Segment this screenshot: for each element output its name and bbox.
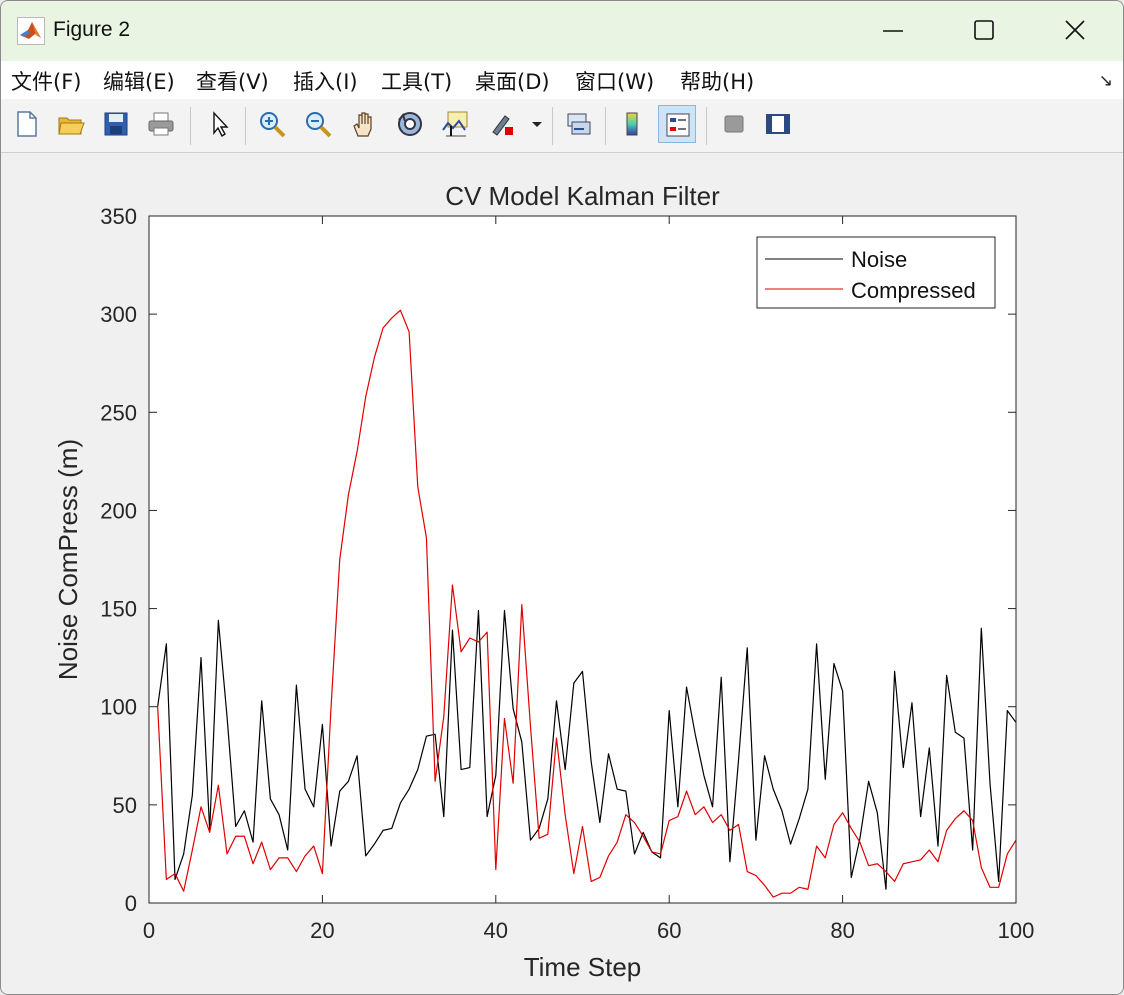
legend[interactable]: Noise Compressed xyxy=(756,236,996,309)
new-figure-button[interactable] xyxy=(7,105,45,143)
menu-help[interactable]: 帮助(H) xyxy=(680,70,755,94)
show-plot-tools-icon xyxy=(766,114,790,134)
menu-window[interactable]: 窗口(W) xyxy=(575,70,655,94)
figure-toolbar xyxy=(1,99,1123,153)
print-button[interactable] xyxy=(142,105,180,143)
toolbar-separator xyxy=(605,107,606,145)
open-icon xyxy=(58,117,85,135)
legend-box xyxy=(756,236,996,309)
matlab-logo-icon xyxy=(17,17,45,45)
save-button[interactable] xyxy=(97,105,135,143)
y-axis-label: Noise ComPress (m) xyxy=(53,439,83,680)
maximize-icon xyxy=(974,20,994,40)
series-line-compressed xyxy=(157,309,1017,898)
new-figure-icon xyxy=(17,111,37,137)
brush-icon xyxy=(492,115,513,136)
x-tick-label: 40 xyxy=(484,918,508,943)
x-tick-label: 60 xyxy=(657,918,681,943)
pan-button[interactable] xyxy=(345,105,383,143)
y-tick-label: 300 xyxy=(100,302,137,327)
menu-bar: 文件(F) 编辑(E) 查看(V) 插入(I) 工具(T) 桌面(D) 窗口(W… xyxy=(1,61,1123,99)
rotate-3d-button[interactable] xyxy=(391,105,429,143)
y-tick-label: 150 xyxy=(100,597,137,622)
plot-lines xyxy=(157,309,1017,898)
x-tick-label: 100 xyxy=(998,918,1035,943)
menu-edit[interactable]: 编辑(E) xyxy=(103,70,175,94)
toolbar-separator xyxy=(552,107,553,145)
insert-legend-button[interactable] xyxy=(658,105,696,143)
axes-box xyxy=(148,215,1017,904)
line-chart: CV Model Kalman Filter 05010015020025030… xyxy=(53,181,1034,982)
x-tick-label: 80 xyxy=(830,918,854,943)
minimize-button[interactable] xyxy=(847,1,939,61)
toolbar-separator xyxy=(190,107,191,145)
x-tick-label: 20 xyxy=(310,918,334,943)
open-file-button[interactable] xyxy=(52,105,90,143)
x-axis-label: Time Step xyxy=(524,952,642,982)
toolbar-separator xyxy=(245,107,246,145)
edit-plot-button[interactable] xyxy=(200,105,238,143)
data-cursor-icon xyxy=(442,111,468,137)
x-axis-ticks: 0 20 40 60 80 100 xyxy=(143,216,1034,943)
menu-view[interactable]: 查看(V) xyxy=(196,70,269,94)
figure-canvas: CV Model Kalman Filter 0 50 100 150 200 250 30… xyxy=(1,153,1123,994)
pan-icon xyxy=(353,112,372,137)
insert-colorbar-button[interactable] xyxy=(613,105,651,143)
zoom-in-icon xyxy=(260,112,286,138)
link-plot-icon xyxy=(567,113,591,135)
y-tick-label: 250 xyxy=(100,400,137,425)
axes-background xyxy=(149,216,1016,903)
x-tick-label: 0 xyxy=(143,918,155,943)
y-axis-ticks: 0 50 100 150 200 250 300 350 xyxy=(100,204,1016,916)
window-title: Figure 2 xyxy=(53,18,131,41)
menu-file[interactable]: 文件(F) xyxy=(11,70,82,94)
menu-tools[interactable]: 工具(T) xyxy=(381,70,453,94)
close-icon xyxy=(1065,20,1085,40)
legend-label-compressed: Compressed xyxy=(851,278,976,303)
pointer-icon xyxy=(213,111,229,138)
toolbar-separator xyxy=(706,107,707,145)
colorbar-icon xyxy=(626,112,638,136)
legend-label-noise: Noise xyxy=(851,247,907,272)
maximize-button[interactable] xyxy=(938,1,1030,61)
zoom-out-icon xyxy=(306,112,332,138)
link-plot-button[interactable] xyxy=(560,105,598,143)
y-tick-label: 200 xyxy=(100,498,137,523)
zoom-in-button[interactable] xyxy=(253,105,291,143)
y-tick-label: 0 xyxy=(125,891,137,916)
save-icon xyxy=(104,112,128,136)
minimize-icon xyxy=(883,30,903,32)
dock-figure-icon[interactable]: ↘ xyxy=(1098,71,1113,91)
zoom-out-button[interactable] xyxy=(299,105,337,143)
series-line-noise xyxy=(157,609,1017,890)
print-icon xyxy=(148,112,174,136)
brush-options-dropdown[interactable] xyxy=(528,105,548,143)
chevron-down-icon xyxy=(532,122,542,127)
y-tick-label: 100 xyxy=(100,695,137,720)
rotate-3d-icon xyxy=(398,112,422,136)
brush-button[interactable] xyxy=(482,105,520,143)
data-cursor-button[interactable] xyxy=(436,105,474,143)
title-bar[interactable]: Figure 2 xyxy=(1,1,1123,61)
hide-plot-tools-icon xyxy=(724,115,744,133)
menu-desktop[interactable]: 桌面(D) xyxy=(475,70,550,94)
y-tick-label: 50 xyxy=(113,793,137,818)
menu-insert[interactable]: 插入(I) xyxy=(293,70,358,94)
y-tick-label: 350 xyxy=(100,204,137,229)
chart-title: CV Model Kalman Filter xyxy=(445,181,720,211)
legend-icon xyxy=(666,113,690,137)
close-button[interactable] xyxy=(1029,1,1121,61)
hide-plot-tools-button[interactable] xyxy=(715,105,753,143)
show-plot-tools-button[interactable] xyxy=(759,105,797,143)
